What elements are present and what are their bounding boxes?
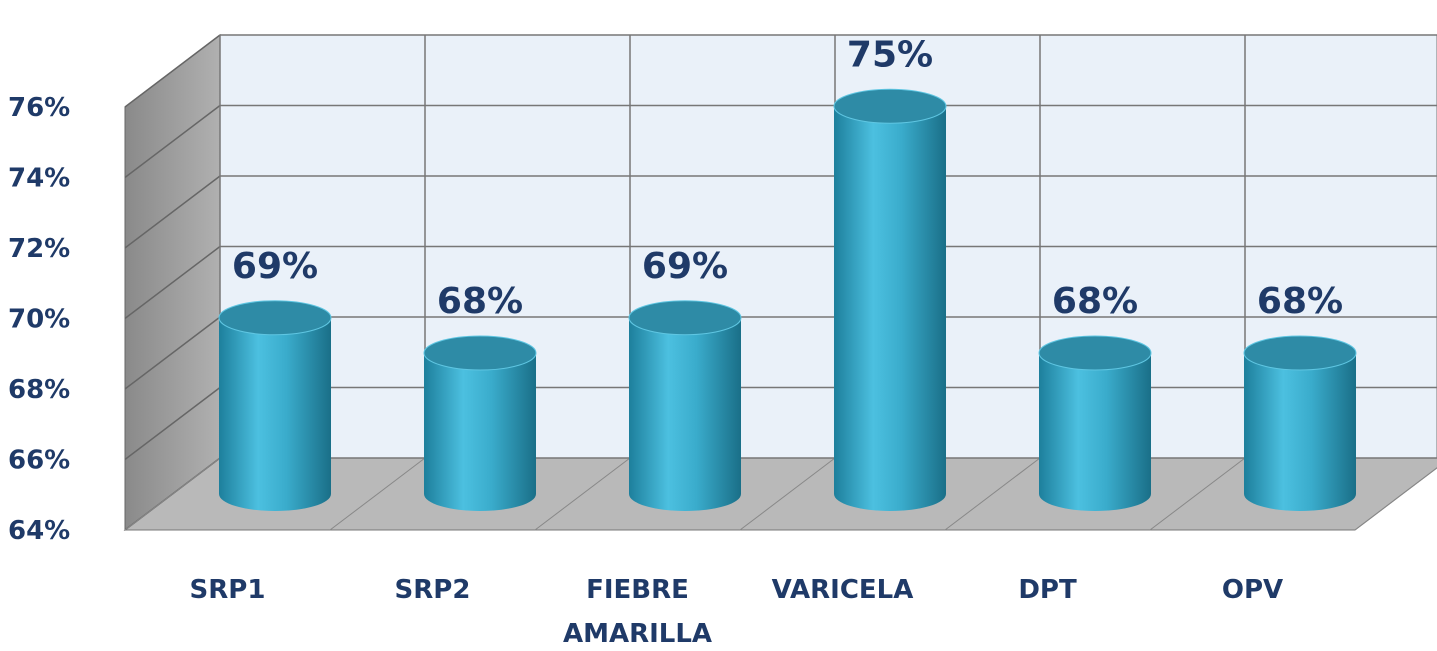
grid-line	[124, 245, 221, 320]
data-label: 75%	[847, 34, 933, 75]
y-tick-label: 74%	[8, 164, 70, 194]
x-tick-label: SRP1	[189, 575, 266, 605]
divider	[1354, 467, 1437, 531]
grid-line	[124, 175, 221, 249]
bar	[1039, 353, 1151, 511]
x-tick-label: DPT	[1018, 575, 1077, 605]
bar-top	[1243, 335, 1357, 371]
y-tick-label: 76%	[8, 93, 70, 123]
grid-line	[124, 34, 221, 108]
bar-top	[1038, 335, 1152, 371]
data-label: 69%	[642, 246, 728, 287]
y-tick-label: 66%	[8, 446, 70, 476]
grid-line	[124, 386, 221, 461]
data-label: 68%	[1257, 281, 1343, 322]
data-label: 69%	[232, 246, 318, 287]
data-label: 68%	[437, 281, 523, 322]
x-tick-label: VARICELA	[771, 575, 914, 605]
x-tick-label: OPV	[1221, 575, 1284, 605]
divider	[534, 457, 631, 531]
divider	[944, 457, 1041, 531]
divider	[1149, 457, 1246, 531]
divider	[329, 457, 426, 531]
bar-top	[628, 300, 742, 336]
bar	[834, 106, 946, 511]
x-tick-label: SRP2	[394, 575, 471, 605]
y-tick-label: 70%	[8, 305, 70, 335]
bar	[629, 317, 741, 511]
y-tick-label: 64%	[8, 516, 70, 546]
divider	[124, 457, 221, 531]
y-tick-label: 68%	[8, 375, 70, 405]
y-tick-label: 72%	[8, 234, 70, 264]
divider	[739, 457, 836, 531]
bar	[1244, 353, 1356, 511]
bar-top	[833, 88, 947, 124]
x-tick-label: FIEBRE AMARILLA	[562, 575, 713, 649]
data-label: 68%	[1052, 281, 1138, 322]
grid-line	[124, 104, 221, 179]
bar-top	[423, 335, 537, 371]
bar-top	[218, 300, 332, 336]
bar	[219, 317, 331, 511]
bar	[424, 353, 536, 511]
grid-line	[124, 316, 221, 390]
